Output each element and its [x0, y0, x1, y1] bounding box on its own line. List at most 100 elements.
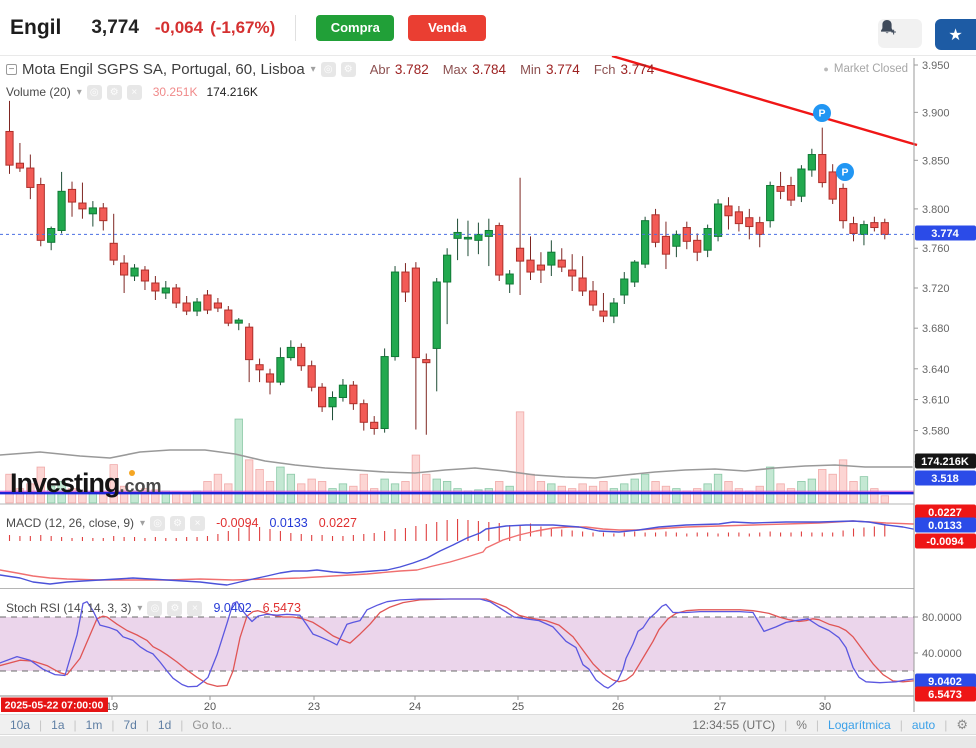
range-1y-button[interactable]: 1a — [51, 717, 65, 732]
svg-text:3.774: 3.774 — [931, 228, 959, 240]
settings-icon[interactable]: ⚙ — [170, 515, 186, 531]
close-icon[interactable]: × — [190, 515, 206, 531]
stoch-indicator-label[interactable]: Stoch RSI (14, 14, 3, 3) — [6, 601, 132, 615]
clock-utc: 12:34:55 (UTC) — [692, 717, 776, 732]
svg-text:9.0402: 9.0402 — [928, 676, 962, 688]
buy-button[interactable]: Compra — [316, 14, 395, 41]
visibility-icon[interactable]: ◎ — [147, 600, 163, 616]
price-change: -0,064 — [154, 17, 204, 37]
visibility-icon[interactable]: ◎ — [86, 84, 102, 100]
svg-text:19: 19 — [106, 701, 118, 713]
collapse-panel-icon[interactable]: − — [6, 63, 17, 75]
svg-text:3.610: 3.610 — [922, 395, 950, 407]
open-value: 3.782 — [394, 61, 429, 77]
star-icon: ★ — [948, 26, 963, 44]
brand-tld: .com — [119, 476, 162, 496]
macd-indicator-label[interactable]: MACD (12, 26, close, 9) — [6, 516, 135, 530]
settings-icon[interactable]: ⚙ — [167, 600, 183, 616]
auto-scale-button[interactable]: auto — [911, 717, 936, 732]
volume-indicator-label[interactable]: Volume (20) — [6, 85, 71, 99]
svg-text:24: 24 — [409, 701, 421, 713]
range-1d-button[interactable]: 1d — [157, 717, 172, 732]
high-label: Max — [442, 61, 468, 77]
time-axis-labels[interactable]: 19 20 23 24 25 26 27 30 — [106, 696, 831, 713]
svg-text:174.216K: 174.216K — [921, 456, 969, 468]
chevron-down-icon[interactable]: ▾ — [76, 86, 82, 98]
axes — [0, 58, 915, 712]
add-to-watchlist-button[interactable]: ★ — [935, 19, 976, 50]
investing-watermark: Investing .com — [10, 468, 162, 499]
high-value: 3.784 — [472, 61, 507, 77]
macd-legend: MACD (12, 26, close, 9) ▾ ◎ ⚙ × -0.0094 … — [6, 515, 357, 531]
chevron-down-icon[interactable]: ▾ — [140, 517, 146, 529]
settings-icon[interactable]: ⚙ — [340, 61, 356, 77]
svg-text:27: 27 — [714, 701, 726, 713]
close-value: 3.774 — [620, 61, 655, 77]
svg-text:25: 25 — [512, 701, 524, 713]
instrument-title[interactable]: Mota Engil SGPS SA, Portugal, 60, Lisboa — [22, 60, 305, 78]
svg-text:6.5473: 6.5473 — [928, 689, 962, 701]
svg-text:+: + — [891, 27, 896, 37]
percent-scale-button[interactable]: % — [796, 717, 807, 732]
macd-signal-line — [0, 520, 914, 581]
range-7d-button[interactable]: 7d — [123, 717, 137, 732]
volume-last-value: 30.251K — [152, 85, 198, 99]
divider — [295, 14, 297, 41]
svg-text:23: 23 — [308, 701, 320, 713]
svg-text:3.640: 3.640 — [922, 364, 950, 376]
visibility-icon[interactable]: ◎ — [320, 61, 336, 77]
close-icon[interactable]: × — [187, 600, 203, 616]
svg-text:30: 30 — [819, 701, 831, 713]
range-1m-button[interactable]: 1m — [85, 717, 103, 732]
create-alert-button[interactable]: + — [878, 19, 922, 48]
svg-text:26: 26 — [612, 701, 624, 713]
support-line[interactable] — [0, 490, 914, 495]
svg-text:3.900: 3.900 — [922, 107, 950, 119]
page-background-strip — [0, 736, 976, 748]
volume-legend: Volume (20) ▾ ◎ ⚙ × 30.251K 174.216K — [6, 84, 258, 100]
trendline-drawing[interactable] — [611, 54, 918, 147]
svg-text:3.580: 3.580 — [922, 426, 950, 438]
svg-text:2025-05-22 07:00:00: 2025-05-22 07:00:00 — [5, 700, 104, 712]
chevron-down-icon[interactable]: ▾ — [310, 63, 316, 75]
svg-text:P: P — [841, 167, 848, 179]
goto-button[interactable]: Go to... — [192, 717, 232, 732]
sell-button[interactable]: Venda — [408, 14, 487, 41]
status-dot-icon: ● — [823, 64, 829, 74]
position-markers[interactable]: PP — [813, 104, 854, 181]
price-axis-labels[interactable]: 3.950 3.900 3.850 3.800 3.760 3.720 3.680 3.640… — [914, 60, 962, 660]
low-value: 3.774 — [546, 61, 580, 77]
crosshair-date-badge: 2025-05-22 07:00:00 — [1, 697, 108, 712]
volume-ma-value: 174.216K — [206, 85, 258, 99]
price-change-pct: (-1,67%) — [210, 17, 276, 37]
log-scale-button[interactable]: Logarítmica — [828, 717, 891, 732]
macd-line-value: 0.0133 — [269, 516, 308, 530]
brand-dot-icon — [129, 470, 135, 476]
stoch-d-value: 6.5473 — [262, 601, 301, 615]
svg-text:20: 20 — [204, 701, 216, 713]
svg-text:3.680: 3.680 — [922, 323, 950, 335]
chart-settings-gear-icon[interactable]: ⚙ — [956, 716, 968, 732]
market-status: ● Market Closed — [823, 63, 908, 75]
bottom-toolbar: 10a | 1a | 1m | 7d | 1d | Go to... 12:34:55 (… — [0, 714, 976, 735]
market-status-text: Market Closed — [833, 63, 908, 75]
open-label: Abr — [369, 61, 390, 77]
svg-text:40.0000: 40.0000 — [922, 648, 962, 660]
svg-text:0.0227: 0.0227 — [928, 507, 962, 519]
svg-text:3.760: 3.760 — [922, 243, 950, 255]
macd-signal-value: 0.0227 — [318, 516, 357, 530]
stoch-legend: Stoch RSI (14, 14, 3, 3) ▾ ◎ ⚙ × 9.0402 … — [6, 600, 301, 616]
symbol-name: Engil — [10, 15, 62, 39]
range-buttons: 10a | 1a | 1m | 7d | 1d | Go to... — [10, 717, 232, 732]
svg-text:-0.0094: -0.0094 — [926, 536, 964, 548]
range-10y-button[interactable]: 10a — [10, 717, 31, 732]
close-label: Fch — [593, 61, 616, 77]
macd-hist-value: -0.0094 — [216, 516, 259, 530]
settings-icon[interactable]: ⚙ — [106, 84, 122, 100]
visibility-icon[interactable]: ◎ — [150, 515, 166, 531]
chevron-down-icon[interactable]: ▾ — [137, 602, 143, 614]
stoch-band — [0, 616, 914, 672]
close-icon[interactable]: × — [126, 84, 142, 100]
